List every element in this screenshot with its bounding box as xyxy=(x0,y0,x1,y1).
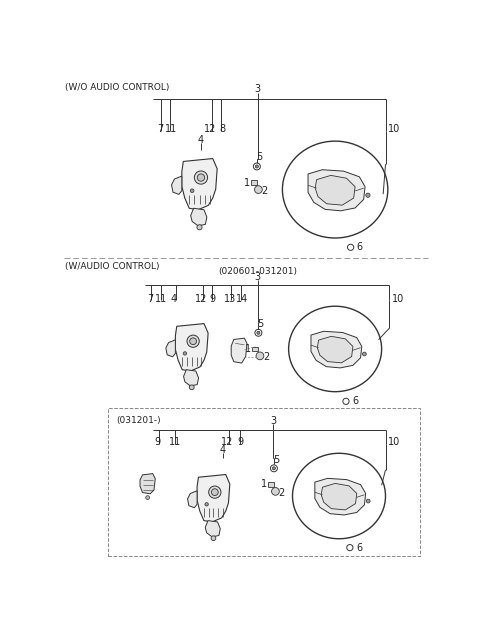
Text: 1: 1 xyxy=(244,178,250,188)
Polygon shape xyxy=(191,209,207,226)
Polygon shape xyxy=(317,336,353,363)
Polygon shape xyxy=(315,175,355,205)
Circle shape xyxy=(205,503,208,506)
Circle shape xyxy=(255,165,258,168)
Text: 4: 4 xyxy=(170,294,176,304)
Circle shape xyxy=(362,352,366,356)
Text: 14: 14 xyxy=(236,294,248,304)
Text: 3: 3 xyxy=(254,272,261,282)
Polygon shape xyxy=(171,176,182,195)
Text: 4: 4 xyxy=(220,445,226,455)
Circle shape xyxy=(187,335,199,347)
Text: 7: 7 xyxy=(147,294,154,304)
Circle shape xyxy=(183,352,187,355)
Polygon shape xyxy=(182,159,217,210)
Polygon shape xyxy=(197,474,230,522)
Text: 10: 10 xyxy=(388,123,400,134)
Polygon shape xyxy=(183,370,199,386)
Text: 11: 11 xyxy=(155,294,167,304)
Polygon shape xyxy=(231,338,247,363)
Text: 9: 9 xyxy=(210,294,216,304)
Text: 12: 12 xyxy=(195,294,207,304)
Circle shape xyxy=(197,174,204,181)
Circle shape xyxy=(190,338,196,345)
Circle shape xyxy=(197,225,202,230)
Circle shape xyxy=(366,499,370,503)
Text: 5: 5 xyxy=(273,455,279,465)
Text: (031201-): (031201-) xyxy=(116,416,160,425)
Polygon shape xyxy=(188,491,197,508)
Text: 1: 1 xyxy=(261,479,267,490)
Circle shape xyxy=(211,536,216,541)
Text: 10: 10 xyxy=(388,437,400,447)
Circle shape xyxy=(366,193,370,197)
Text: 4: 4 xyxy=(198,135,204,144)
Circle shape xyxy=(211,489,218,496)
Text: 13: 13 xyxy=(224,294,237,304)
Text: 3: 3 xyxy=(270,416,276,427)
Text: 5: 5 xyxy=(256,152,262,162)
Text: 9: 9 xyxy=(238,437,244,447)
Polygon shape xyxy=(321,483,357,510)
Circle shape xyxy=(257,331,260,335)
Text: 10: 10 xyxy=(392,294,404,304)
Text: (W/O AUDIO CONTROL): (W/O AUDIO CONTROL) xyxy=(65,83,169,93)
Text: 2: 2 xyxy=(262,186,268,196)
Text: 8: 8 xyxy=(219,123,225,134)
Text: 2: 2 xyxy=(278,488,285,498)
Circle shape xyxy=(272,488,279,495)
Text: (020601-031201): (020601-031201) xyxy=(218,266,297,276)
Text: 6: 6 xyxy=(357,243,363,252)
Polygon shape xyxy=(166,340,175,357)
Polygon shape xyxy=(175,324,208,371)
Circle shape xyxy=(190,189,194,193)
Text: 9: 9 xyxy=(155,437,161,447)
Bar xyxy=(252,346,258,352)
Circle shape xyxy=(272,467,276,470)
Text: (W/AUDIO CONTROL): (W/AUDIO CONTROL) xyxy=(65,262,159,271)
Bar xyxy=(268,482,274,487)
Polygon shape xyxy=(311,331,362,368)
Circle shape xyxy=(209,486,221,498)
Circle shape xyxy=(190,385,194,390)
Text: 12: 12 xyxy=(221,437,234,447)
Text: 12: 12 xyxy=(204,123,216,134)
Text: 11: 11 xyxy=(165,123,177,134)
Polygon shape xyxy=(205,520,220,537)
Circle shape xyxy=(254,186,262,193)
Text: 6: 6 xyxy=(356,542,362,553)
Text: 6: 6 xyxy=(352,396,358,406)
Text: 1: 1 xyxy=(245,344,252,354)
Text: 2: 2 xyxy=(263,352,269,362)
Text: 5: 5 xyxy=(258,319,264,329)
Bar xyxy=(251,180,257,185)
Circle shape xyxy=(256,352,264,360)
Text: 11: 11 xyxy=(168,437,181,447)
Polygon shape xyxy=(308,169,365,211)
Circle shape xyxy=(194,171,207,184)
Bar xyxy=(108,408,420,556)
Polygon shape xyxy=(140,474,155,494)
Polygon shape xyxy=(315,478,366,515)
Circle shape xyxy=(146,496,150,500)
Text: 7: 7 xyxy=(157,123,163,134)
Text: 3: 3 xyxy=(254,84,261,94)
